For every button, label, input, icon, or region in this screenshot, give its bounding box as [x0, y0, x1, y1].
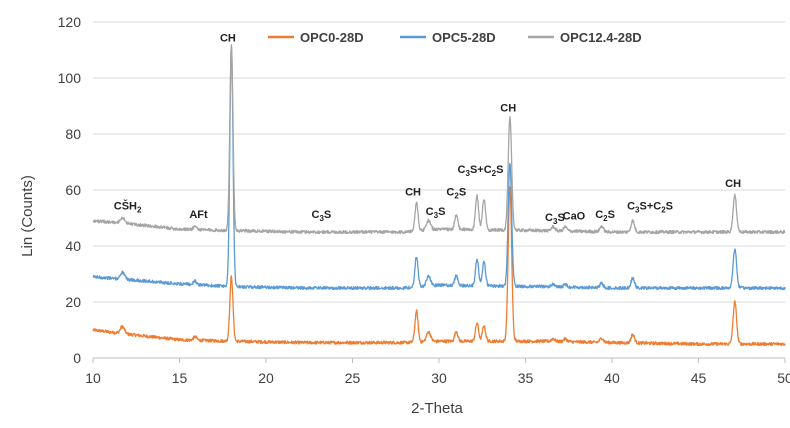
axis-layer: 0 20 40 60 80 100 120 10 15 20 25 30 35 40 45 50 — [58, 14, 790, 386]
peak-annotation: CH — [725, 178, 741, 190]
legend-label: OPC0-28D — [300, 30, 364, 45]
annotation-part: CH — [725, 178, 741, 190]
peak-annotation: C2S — [446, 187, 466, 201]
x-tick-label: 45 — [691, 370, 707, 386]
annotation-part: 3 — [553, 217, 558, 226]
peak-annotation: C3S — [545, 212, 565, 226]
annotation-part: S — [438, 206, 445, 218]
annotation-part: CH — [220, 33, 236, 45]
annotation-part: 3 — [319, 214, 324, 223]
series-line-0 — [92, 186, 786, 347]
x-tick-label: 20 — [258, 370, 274, 386]
series-layer — [92, 44, 786, 347]
annotation-part: S+C — [470, 164, 492, 176]
x-tick-label: 10 — [85, 370, 101, 386]
annotation-part: 3 — [434, 211, 439, 220]
annotation-part: S — [324, 209, 331, 221]
annotation-part: S — [666, 201, 673, 213]
y-axis-title: Lin (Counts) — [19, 175, 36, 257]
annotation-part: S — [496, 164, 503, 176]
annotation-part: S — [557, 212, 564, 224]
annotation-part: C — [595, 209, 603, 221]
annotation-part: 2 — [661, 206, 666, 215]
series-line-2 — [92, 44, 786, 235]
annotation-part: 2 — [454, 192, 459, 201]
peak-annotation: C3S — [426, 206, 446, 220]
annotation-part: 3 — [635, 206, 640, 215]
peak-annotation: CH — [405, 187, 421, 199]
annotation-part: C — [627, 201, 635, 213]
y-tick-label: 40 — [65, 238, 81, 254]
legend-label: OPC12.4-28D — [560, 30, 642, 45]
y-tick-label: 80 — [65, 126, 81, 142]
annotation-part: C — [311, 209, 319, 221]
annotation-part: AFt — [189, 209, 208, 221]
annotation-part: C — [426, 206, 434, 218]
y-tick-label: 120 — [58, 14, 82, 30]
series-line-1 — [92, 46, 786, 291]
annotation-part: C — [446, 187, 454, 199]
annotation-part: S — [459, 187, 466, 199]
annotation-part: 2 — [603, 214, 608, 223]
y-tick-label: 20 — [65, 294, 81, 310]
annotation-part: S — [608, 209, 615, 221]
peak-annotation: C2S — [595, 209, 615, 223]
peak-annotation: C3S+C2S — [627, 201, 673, 215]
x-tick-label: 15 — [172, 370, 188, 386]
annotation-part: C — [545, 212, 553, 224]
legend: OPC0-28D OPC5-28D OPC12.4-28D — [268, 30, 642, 45]
peak-annotation: CaO — [563, 210, 586, 222]
annotation-part: 3 — [466, 169, 471, 178]
peak-annotation: CŠH2 — [114, 200, 142, 215]
x-tick-label: 35 — [518, 370, 534, 386]
y-tick-label: 60 — [65, 182, 81, 198]
peak-annotation: C3S — [311, 209, 331, 223]
x-tick-label: 40 — [604, 370, 620, 386]
gridlines — [93, 21, 785, 303]
annotation-part: CH — [500, 103, 516, 115]
annotation-part: CaO — [563, 210, 586, 222]
legend-label: OPC5-28D — [432, 30, 496, 45]
annotation-part: CH — [405, 187, 421, 199]
annotation-part: 2 — [492, 169, 497, 178]
y-tick-label: 0 — [73, 350, 81, 366]
peak-annotation: CH — [220, 33, 236, 45]
annotation-part: 2 — [137, 206, 142, 215]
peak-annotation: CH — [500, 103, 516, 115]
y-tick-label: 100 — [58, 70, 82, 86]
peak-annotation: C3S+C2S — [458, 164, 504, 178]
x-tick-label: 50 — [777, 370, 790, 386]
annotation-part: C — [458, 164, 466, 176]
annotation-part: CŠH — [114, 200, 137, 213]
annotation-part: S+C — [640, 201, 662, 213]
x-tick-label: 25 — [345, 370, 361, 386]
peak-annotation: AFt — [189, 209, 208, 221]
x-tick-label: 30 — [431, 370, 447, 386]
x-axis-title: 2-Theta — [411, 400, 463, 417]
